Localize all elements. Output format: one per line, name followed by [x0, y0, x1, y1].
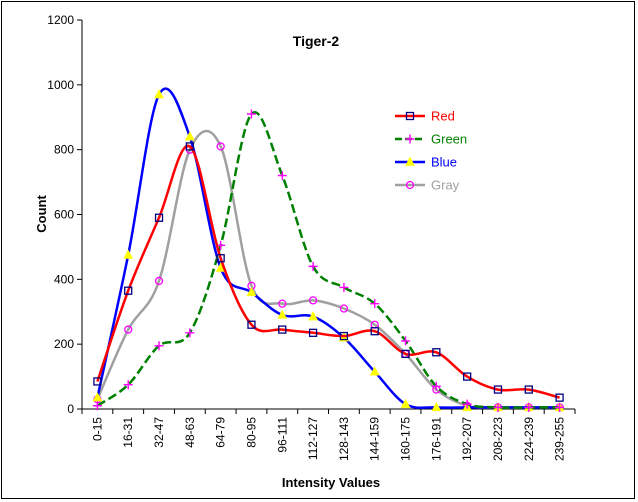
legend-label: Blue	[431, 155, 457, 170]
legend-marker	[405, 134, 415, 144]
series-line-green	[96, 110, 560, 409]
data-point-red	[524, 385, 533, 394]
x-tick-label: 176-191	[429, 417, 443, 461]
x-tick-label: 128-143	[337, 417, 351, 461]
y-tick-label: 0	[67, 402, 74, 416]
y-tick-label: 400	[54, 272, 74, 286]
data-point-green	[246, 109, 256, 119]
data-point-red	[339, 331, 349, 341]
data-point-green	[185, 328, 195, 338]
x-axis-ticks: 0-15 16-31 32-47 48-63 64-79 80-95 96-111 112-1…	[81, 409, 576, 461]
x-tick-label: 0-15	[90, 417, 104, 441]
x-tick-label: 160-175	[399, 417, 413, 461]
data-point-gray	[216, 142, 225, 151]
x-tick-label: 112-127	[306, 417, 320, 460]
data-point-blue	[308, 311, 319, 321]
data-point-red	[216, 254, 225, 263]
data-point-red	[154, 213, 164, 222]
x-axis-title: Intensity Values	[282, 475, 380, 490]
x-tick-label: 48-63	[183, 417, 197, 448]
data-point-red	[278, 325, 287, 334]
legend-label: Red	[431, 109, 455, 124]
data-point-blue	[154, 89, 164, 99]
data-point-blue	[400, 398, 411, 408]
legend: Red Green Blue Gray	[395, 109, 467, 193]
data-point-blue	[92, 392, 103, 402]
series-line-red	[96, 144, 560, 399]
data-point-red	[124, 286, 133, 295]
x-tick-label: 80-95	[244, 417, 258, 448]
data-point-green	[308, 261, 318, 271]
data-point-blue	[123, 249, 134, 259]
data-point-red	[370, 327, 379, 336]
data-point-red	[185, 142, 194, 151]
data-point-green	[277, 171, 287, 181]
data-point-green	[493, 402, 503, 412]
data-point-red	[93, 377, 102, 386]
data-point-green	[339, 282, 349, 292]
y-tick-label: 1000	[47, 78, 74, 92]
x-tick-label: 208-223	[491, 417, 505, 461]
series-line-gray	[96, 129, 560, 409]
y-tick-label: 200	[54, 337, 74, 351]
series-gray	[93, 129, 564, 412]
data-point-green	[370, 299, 380, 309]
legend-label: Green	[431, 132, 467, 147]
legend-item-gray: Gray	[395, 178, 460, 193]
x-tick-label: 224-239	[522, 417, 536, 461]
data-point-red	[432, 348, 441, 357]
data-point-gray	[154, 276, 164, 286]
data-point-green	[92, 401, 102, 411]
y-tick-label: 600	[54, 208, 74, 222]
y-axis-title: Count	[34, 195, 49, 233]
data-point-blue	[277, 309, 288, 319]
data-point-blue	[431, 401, 442, 412]
legend-label: Gray	[431, 178, 460, 193]
x-tick-label: 192-207	[460, 417, 474, 461]
series-blue	[92, 87, 565, 412]
data-point-green	[431, 381, 441, 391]
data-point-green	[555, 402, 565, 412]
data-point-blue	[246, 286, 257, 297]
data-point-gray	[308, 296, 318, 305]
data-point-green	[524, 402, 534, 412]
series-line-blue	[96, 87, 560, 410]
data-point-green	[401, 336, 411, 346]
data-point-red	[247, 320, 256, 329]
y-axis-ticks: 0 200 400 600 800 1000 1200	[47, 13, 82, 416]
chart-title: Tiger-2	[293, 33, 340, 49]
x-tick-label: 16-31	[121, 417, 135, 448]
y-tick-label: 1200	[47, 13, 74, 27]
data-point-red	[401, 349, 410, 359]
legend-item-green: Green	[395, 132, 467, 147]
data-point-gray	[278, 299, 287, 308]
y-tick-label: 800	[54, 143, 74, 157]
x-tick-label: 32-47	[152, 417, 166, 448]
series-red	[93, 142, 564, 402]
data-point-green	[154, 341, 164, 351]
data-point-red	[493, 385, 503, 394]
data-point-red	[463, 372, 472, 381]
legend-marker	[405, 111, 415, 121]
legend-item-red: Red	[395, 109, 455, 124]
series-green	[92, 109, 565, 412]
data-point-red	[555, 393, 564, 402]
data-point-blue	[369, 366, 380, 376]
x-tick-label: 96-111	[275, 417, 289, 453]
legend-marker	[405, 180, 415, 190]
data-point-green	[462, 399, 472, 409]
data-point-red	[308, 328, 318, 337]
data-point-gray	[124, 325, 133, 334]
legend-item-blue: Blue	[395, 155, 457, 170]
data-point-gray	[339, 304, 349, 313]
x-tick-label: 64-79	[214, 417, 228, 448]
data-point-green	[123, 380, 133, 390]
x-tick-label: 239-255	[553, 417, 567, 461]
data-point-blue	[184, 131, 195, 141]
series-layer	[92, 87, 565, 412]
x-tick-label: 144-159	[368, 417, 382, 461]
legend-marker	[405, 156, 415, 166]
